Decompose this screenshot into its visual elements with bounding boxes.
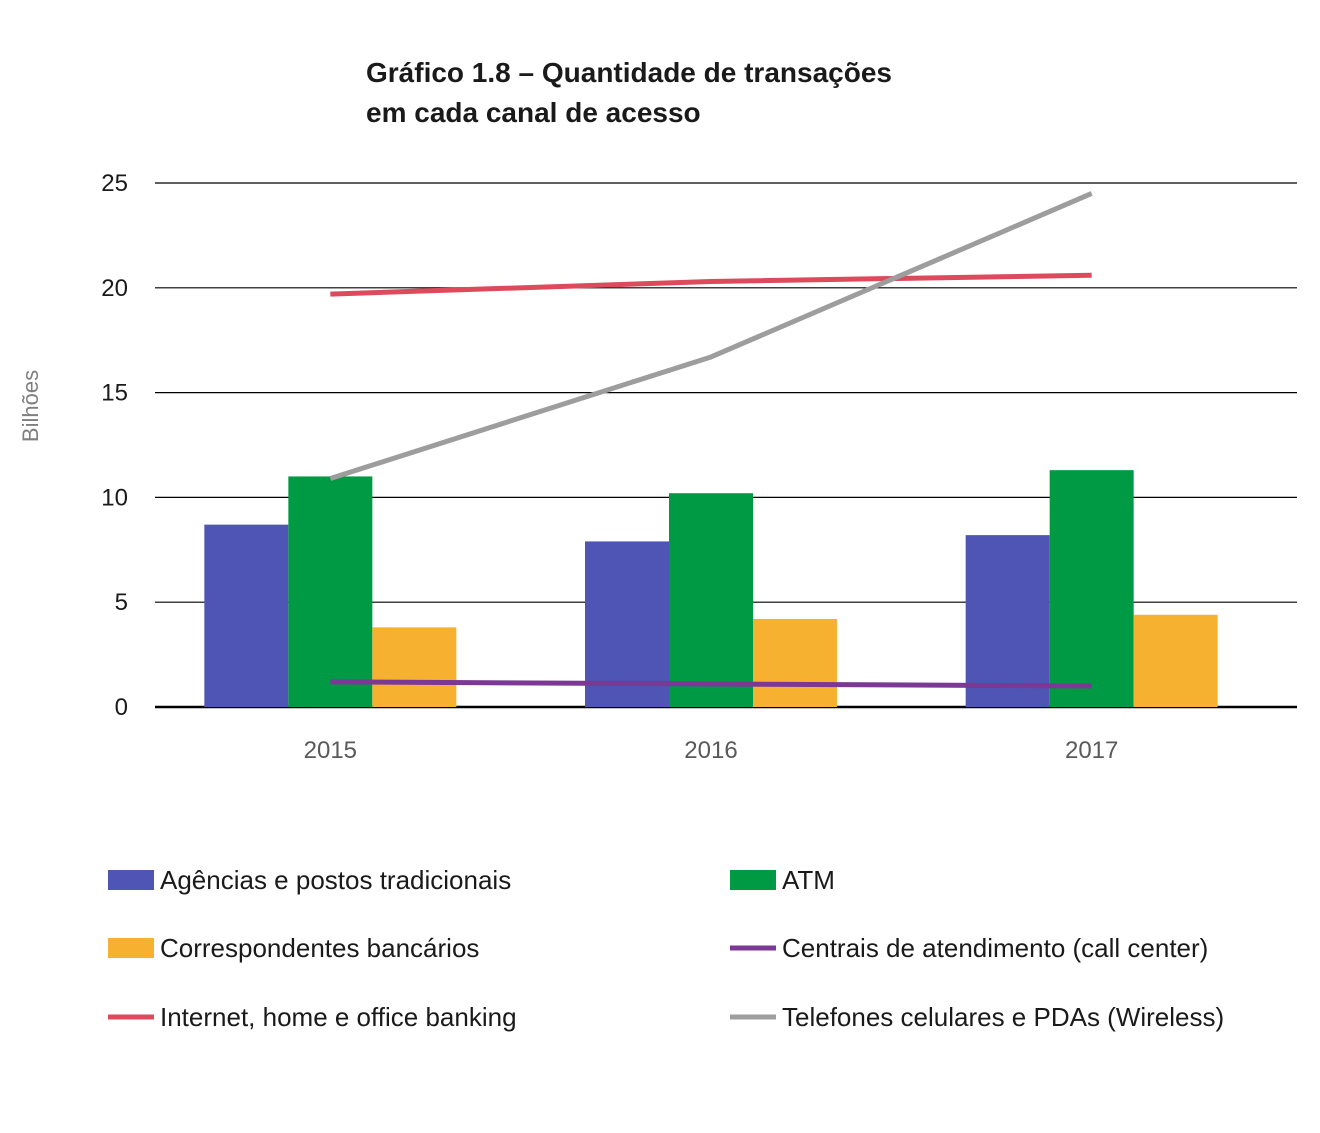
bar <box>585 541 669 707</box>
y-tick-label: 10 <box>101 484 128 511</box>
y-tick-label: 0 <box>115 694 128 721</box>
legend-label: Centrais de atendimento (call center) <box>782 933 1208 963</box>
legend-swatch <box>108 938 154 958</box>
legend-label: Telefones celulares e PDAs (Wireless) <box>782 1002 1224 1032</box>
bar <box>1133 614 1218 707</box>
y-axis-ticks: 0 5 10 15 20 25 <box>101 170 128 721</box>
legend-label: ATM <box>782 865 835 895</box>
x-tick-label: 2015 <box>304 737 357 764</box>
bar <box>204 524 289 707</box>
chart-title-line-2: em cada canal de acesso <box>366 97 701 128</box>
x-axis-ticks: 2015 2016 2017 <box>304 737 1119 764</box>
series-line <box>330 272 1092 297</box>
y-tick-label: 20 <box>101 275 128 302</box>
bar <box>965 535 1050 707</box>
series-line <box>330 679 1092 689</box>
chart-title-line-1: Gráfico 1.8 – Quantidade de transações <box>366 57 892 88</box>
legend-swatch <box>108 870 154 890</box>
lines <box>329 191 1093 689</box>
y-tick-label: 25 <box>101 170 128 197</box>
bar <box>1049 470 1134 707</box>
bar <box>753 618 837 707</box>
y-axis-label: Bilhões <box>18 370 43 442</box>
y-tick-label: 15 <box>101 380 128 407</box>
series-line <box>329 191 1093 481</box>
bars <box>204 470 1218 707</box>
bar <box>669 493 753 707</box>
x-tick-label: 2016 <box>684 737 737 764</box>
x-tick-label: 2017 <box>1065 737 1118 764</box>
legend-label: Correspondentes bancários <box>160 933 479 963</box>
legend: Agências e postos tradicionais ATM Corresp… <box>108 865 1224 1032</box>
legend-label: Agências e postos tradicionais <box>160 865 511 895</box>
bar <box>372 627 457 707</box>
legend-swatch <box>730 870 776 890</box>
legend-label: Internet, home e office banking <box>160 1002 517 1032</box>
y-tick-label: 5 <box>115 589 128 616</box>
bar <box>288 476 373 707</box>
